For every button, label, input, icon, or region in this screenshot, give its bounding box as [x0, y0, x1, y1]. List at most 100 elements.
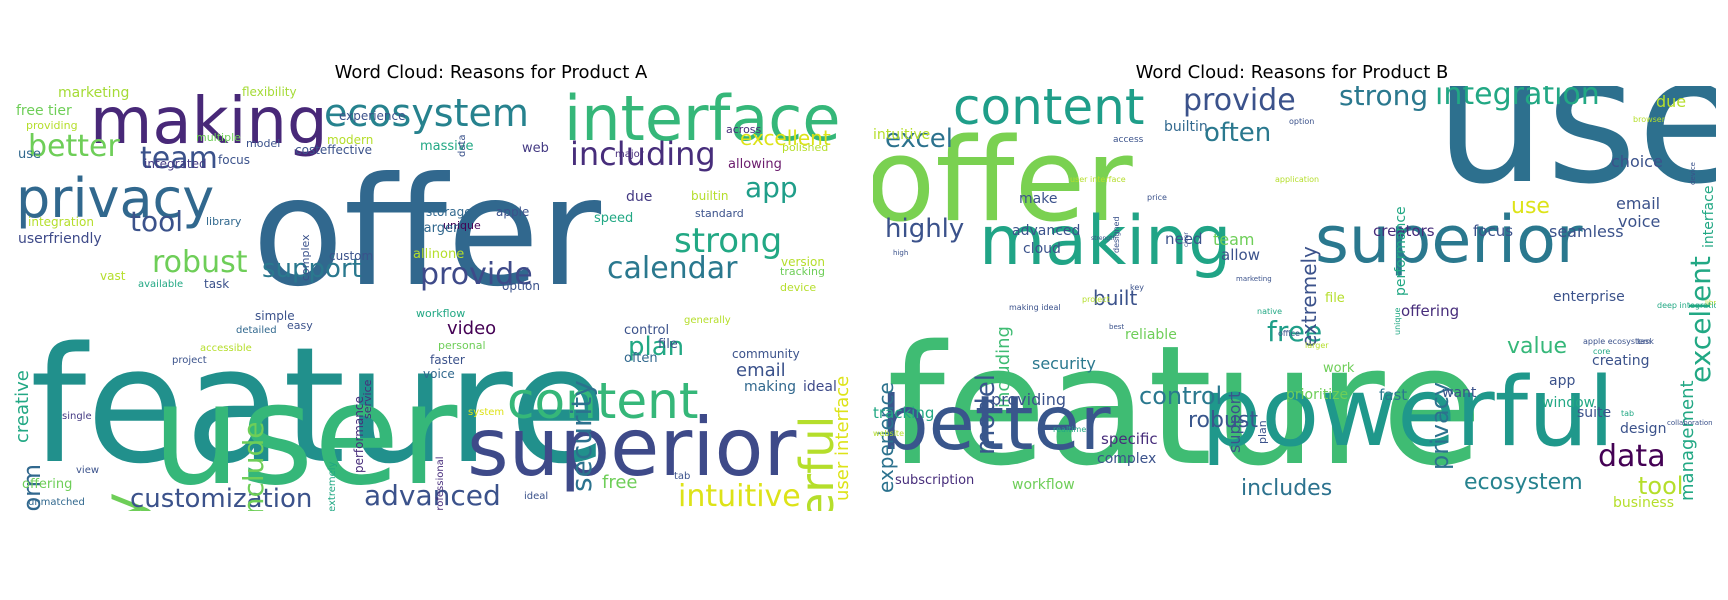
cloud-a-word-81: workflow: [416, 307, 466, 320]
cloud-b-word-95: deep integration: [1657, 301, 1716, 310]
cloud-a-word-47: modern: [327, 133, 374, 147]
cloud-a-word-12: strong: [674, 221, 783, 261]
cloud-b-word-19: built: [1093, 286, 1138, 310]
cloud-b-word-53: workflow: [1012, 477, 1075, 493]
cloud-a-word-69: version: [781, 255, 825, 269]
cloud-b-word-25: includes: [1241, 476, 1333, 501]
cloud-a-word-5: superior: [467, 401, 797, 494]
cloud-b-word-81: high: [893, 249, 909, 257]
cloud-b-word-88: unique: [1393, 307, 1402, 335]
cloud-a-word-30: email: [736, 360, 786, 381]
cloud-b-word-61: work: [1323, 361, 1355, 376]
cloud-a-word-53: polished: [782, 141, 829, 154]
cloud-a-word-21: customization: [130, 484, 313, 511]
cloud-b-word-73: user interface: [1070, 175, 1126, 184]
cloud-a-word-82: personal: [438, 339, 486, 352]
cloud-a-word-38: flexibility: [242, 86, 297, 99]
cloud-a-word-0: feature: [30, 312, 608, 499]
cloud-b-word-82: marketing: [1236, 275, 1272, 283]
cloud-b-word-12: often: [1204, 118, 1272, 148]
cloud-b-word-44: builtin: [1164, 119, 1208, 135]
cloud-b-word-9: provide: [1183, 86, 1296, 118]
cloud-b-word-45: intuitive: [873, 127, 931, 143]
cloud-b-word-34: voice: [1618, 212, 1661, 231]
cloud-b-word-93: core: [1593, 347, 1611, 356]
cloud-a-word-43: model: [246, 137, 281, 150]
cloud-b-word-24: ecosystem: [1464, 470, 1583, 495]
cloud-a-word-1: offer: [252, 146, 602, 320]
cloud-a-word-51: across: [726, 123, 762, 136]
cloud-b-word-64: enterprise: [1553, 289, 1625, 305]
cloud-b-word-40: allow: [1221, 246, 1260, 264]
cloud-a-word-87: often: [624, 351, 658, 366]
cloud-a-word-59: unique: [443, 219, 481, 232]
cloud-b-word-20: free: [1267, 315, 1323, 348]
cloud-b-word-67: window: [1542, 395, 1596, 411]
cloud-a-word-91: single: [62, 411, 92, 422]
cloud-b-word-60: want: [1442, 385, 1477, 401]
cloud-b-word-94: library: [1705, 299, 1716, 307]
cloud-b-word-99: realtime: [1053, 425, 1087, 434]
cloud-a-word-100: generally: [684, 315, 731, 326]
cloud-a-word-89: project: [172, 355, 207, 366]
cloud-a-word-37: marketing: [58, 86, 130, 101]
cloud-a-word-65: standard: [695, 207, 744, 220]
cloud-a-word-48: massive: [420, 139, 474, 154]
cloud-b-word-30: management: [1677, 380, 1698, 501]
cloud-a-word-49: data: [457, 134, 468, 157]
cloud-a-word-10: content: [507, 372, 699, 430]
cloud-a-word-97: system: [468, 407, 505, 418]
cloud-a-word-19: tool: [130, 205, 184, 238]
cloud-b-word-80: clear: [1183, 232, 1190, 247]
cloud-b-word-70: business: [1613, 495, 1675, 511]
cloud-b-word-6: superior: [1315, 203, 1583, 278]
cloud-a-word-13: calendar: [607, 251, 738, 286]
cloud-b-word-48: security: [1032, 354, 1096, 373]
cloud-b-word-36: focus: [1473, 222, 1514, 240]
cloud-b-word-39: need: [1165, 230, 1203, 248]
cloud-b-word-5: making: [979, 202, 1232, 281]
cloud-a-word-64: speed: [594, 211, 634, 226]
cloud-b-word-66: app: [1549, 373, 1576, 389]
cloud-b-word-7: content: [953, 86, 1145, 136]
cloud-a-word-50: web: [522, 141, 549, 156]
cloud-b-word-77: browser: [1633, 115, 1666, 124]
cloud-b-word-63: offering: [1401, 302, 1460, 320]
cloud-a-word-23: intuitive: [678, 479, 801, 512]
cloud-b-word-29: extremely: [1297, 246, 1321, 347]
cloud-a-word-76: simple: [255, 309, 295, 323]
cloud-b-word-72: option: [1289, 117, 1315, 126]
cloud-a-word-72: available: [138, 279, 184, 290]
cloud-b-word-41: advanced: [1012, 223, 1081, 239]
cloud-a-word-14: provide: [420, 257, 533, 292]
cloud-b-word-37: creators: [1373, 222, 1435, 240]
cloud-a-word-22: advanced: [364, 479, 501, 511]
cloud-a-word-17: team: [140, 141, 218, 176]
cloud-a-word-24: security: [565, 380, 598, 492]
cloud-a-word-15: robust: [152, 245, 248, 280]
cloud-a-word-25: plan: [628, 332, 685, 362]
cloud-a-word-93: offering: [22, 477, 73, 492]
cloud-a-word-86: file: [658, 337, 678, 352]
cloud-b-word-79: strength: [1091, 235, 1117, 242]
cloud-a-word-68: allinone: [413, 247, 465, 262]
cloud-a-word-11: including: [570, 135, 716, 173]
cloud-a-word-74: option: [502, 279, 540, 293]
cloud-a-word-78: detailed: [236, 325, 277, 336]
cloud-b-word-59: fast: [1379, 386, 1408, 404]
cloud-a-word-6: privacy: [16, 167, 215, 230]
cloud-b-word-27: value: [1507, 334, 1568, 359]
cloud-a-word-31: video: [447, 318, 497, 339]
cloud-a-word-80: service: [361, 379, 374, 419]
cloud-a-word-36: userfriendly: [18, 231, 102, 247]
cloud-b-word-55: specific: [1101, 430, 1158, 448]
cloud-b-word-32: choice: [1611, 152, 1663, 171]
cloud-b-word-18: control: [1139, 382, 1223, 410]
cloud-b-word-46: performance: [1393, 206, 1409, 296]
cloud-a-word-40: providing: [26, 119, 78, 132]
cloud-a-word-54: allowing: [728, 157, 782, 172]
cloud-a-word-61: larger: [420, 221, 459, 236]
cloud-b-word-98: website: [873, 429, 904, 438]
cloud-b-word-33: email: [1616, 194, 1661, 213]
cloud-b-word-83: making ideal: [1009, 303, 1061, 312]
